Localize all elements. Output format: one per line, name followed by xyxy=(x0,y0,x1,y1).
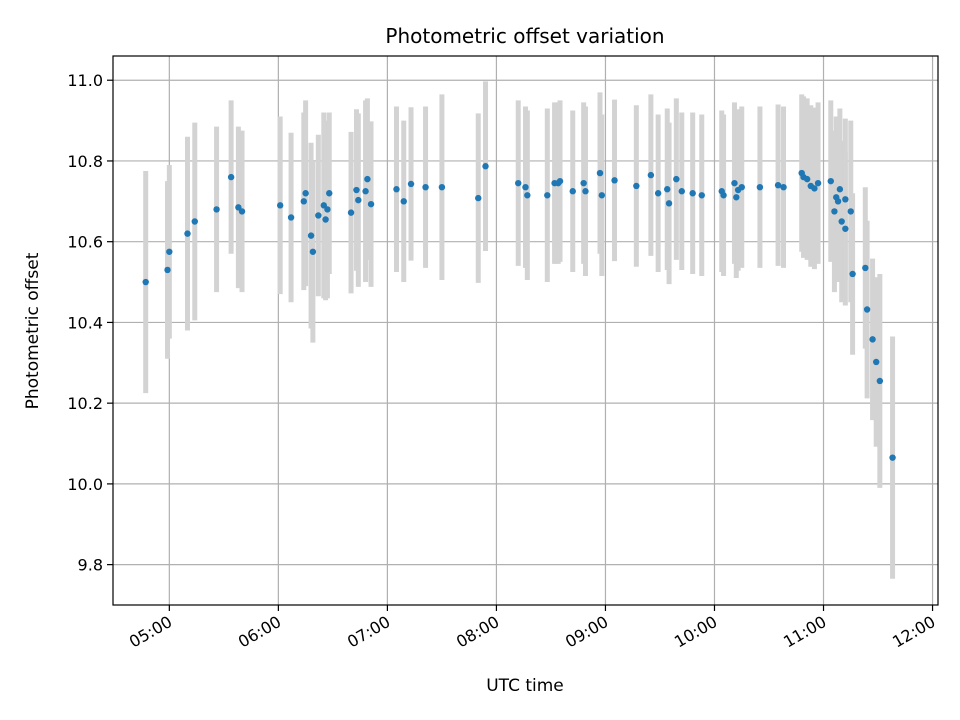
data-point xyxy=(307,232,315,239)
data-point xyxy=(869,336,876,343)
data-point xyxy=(142,278,149,286)
plot-frame xyxy=(112,55,939,606)
data-point xyxy=(362,188,369,195)
data-point xyxy=(164,266,171,274)
data-point xyxy=(355,196,362,204)
data-point xyxy=(780,183,787,191)
data-point xyxy=(166,248,173,255)
data-point xyxy=(834,198,842,205)
data-point xyxy=(647,171,655,179)
data-point xyxy=(774,181,782,189)
data-point xyxy=(733,194,740,201)
x-axis-label: UTC time xyxy=(486,676,564,696)
data-point xyxy=(811,185,818,192)
data-point xyxy=(300,198,308,205)
data-point xyxy=(849,270,856,278)
data-point xyxy=(227,173,235,181)
data-point xyxy=(836,186,844,193)
data-point xyxy=(873,358,880,366)
data-point xyxy=(347,209,355,216)
data-point xyxy=(482,163,489,170)
data-point xyxy=(863,306,871,313)
data-point xyxy=(876,377,884,385)
data-point xyxy=(438,183,446,191)
data-point xyxy=(524,192,531,199)
y-axis: 9.8 10.0 10.2 10.4 10.6 10.8 11.0 xyxy=(67,71,113,575)
data-point xyxy=(400,198,407,205)
data-point xyxy=(803,175,811,183)
data-point xyxy=(738,183,745,191)
data-point xyxy=(422,183,429,191)
data-point xyxy=(353,186,360,194)
data-point xyxy=(664,186,671,193)
data-point xyxy=(287,214,295,221)
data-point xyxy=(731,179,738,187)
data-point xyxy=(367,200,375,208)
data-point xyxy=(838,218,845,225)
data-point xyxy=(213,206,220,213)
data-point xyxy=(324,206,331,213)
data-point xyxy=(475,194,482,202)
data-point xyxy=(842,225,849,232)
data-point xyxy=(184,230,191,237)
data-point xyxy=(814,179,822,187)
data-point xyxy=(556,177,564,185)
data-point xyxy=(633,182,640,190)
y-tick-label: 10.8 xyxy=(67,152,103,171)
data-point xyxy=(582,188,589,195)
y-tick-label: 10.2 xyxy=(67,394,103,413)
data-point xyxy=(522,183,529,191)
data-point xyxy=(309,248,317,255)
data-point xyxy=(847,208,854,215)
data-points xyxy=(142,163,896,461)
data-point xyxy=(831,208,838,215)
y-tick-label: 9.8 xyxy=(78,556,103,575)
y-tick-label: 11.0 xyxy=(67,71,103,90)
y-tick-label: 10.6 xyxy=(67,233,103,252)
data-point xyxy=(689,190,696,197)
data-point xyxy=(889,454,896,461)
data-point xyxy=(315,212,322,219)
chart-title: Photometric offset variation xyxy=(385,24,664,48)
data-point xyxy=(611,177,618,184)
data-point xyxy=(598,192,606,199)
data-point xyxy=(596,169,604,177)
y-tick-label: 10.0 xyxy=(67,475,103,494)
data-point xyxy=(302,190,309,197)
data-point xyxy=(673,175,680,183)
y-axis-label: Photometric offset xyxy=(23,252,43,409)
data-point xyxy=(580,179,587,187)
data-point xyxy=(678,188,685,195)
data-point xyxy=(569,188,576,195)
data-point xyxy=(827,177,834,185)
data-point xyxy=(393,186,400,193)
data-point xyxy=(544,192,551,199)
data-point xyxy=(862,264,869,272)
data-point xyxy=(654,190,662,197)
data-point xyxy=(326,190,333,197)
data-point xyxy=(698,192,705,199)
data-point xyxy=(364,175,371,183)
data-point xyxy=(276,202,284,209)
data-point xyxy=(842,196,849,203)
data-point xyxy=(720,192,727,199)
data-point xyxy=(756,183,764,191)
data-point xyxy=(238,208,246,215)
data-point xyxy=(515,179,522,187)
data-point xyxy=(191,218,198,225)
data-point xyxy=(322,216,329,223)
data-point xyxy=(665,200,673,207)
data-point xyxy=(407,180,415,188)
y-tick-label: 10.4 xyxy=(67,313,103,332)
